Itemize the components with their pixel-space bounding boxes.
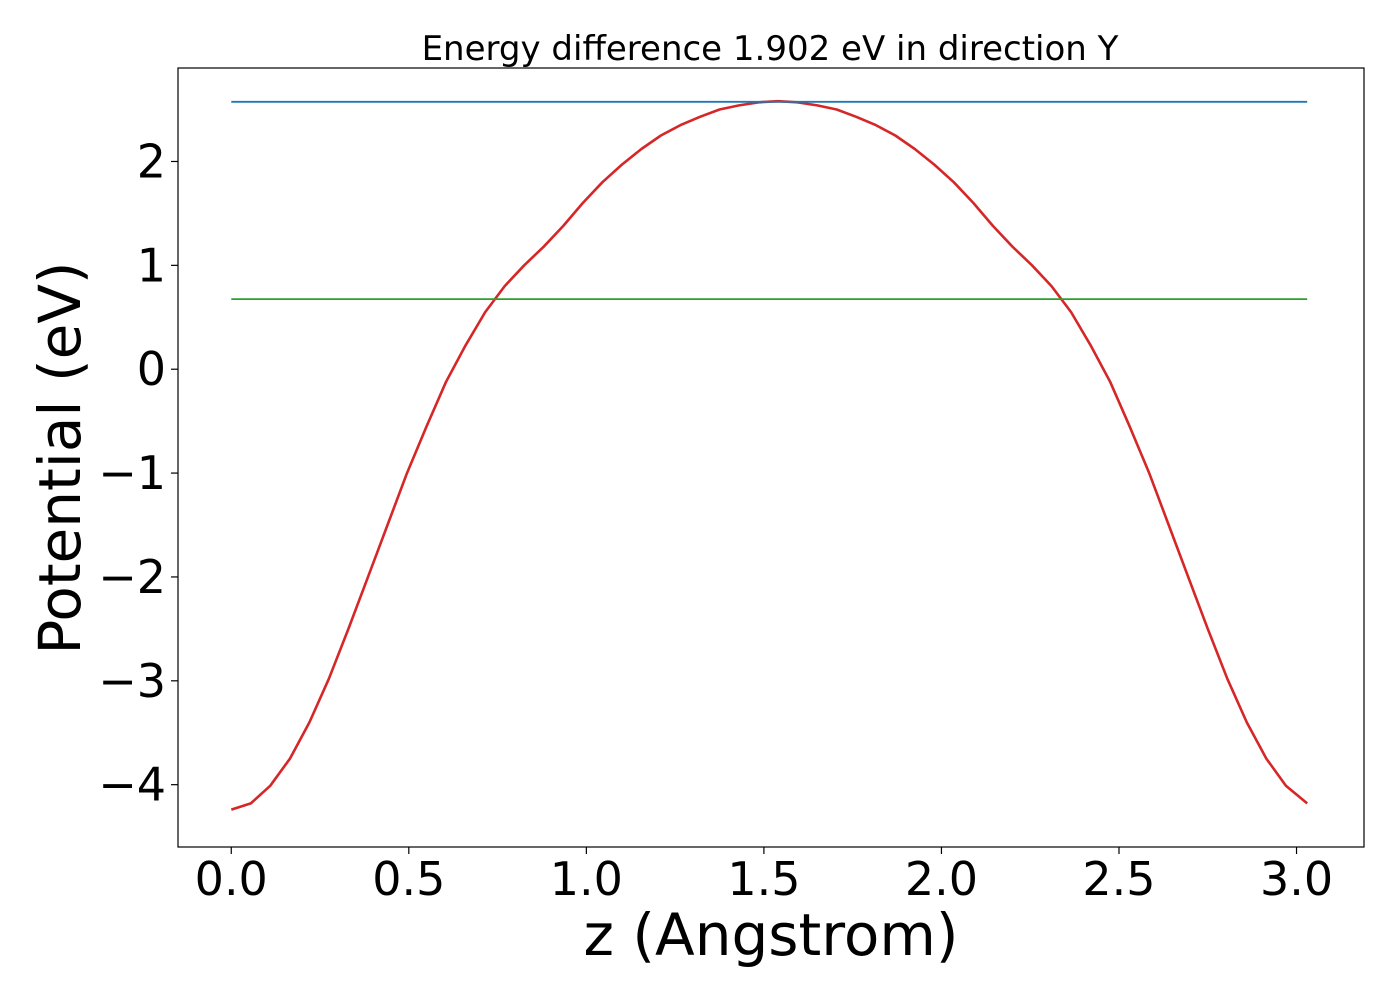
series-layer — [230, 99, 1309, 811]
plot-frame — [177, 67, 1365, 848]
plot-area — [177, 67, 1365, 848]
y-axis: −4 −3 −2 −1 0 1 2 — [98, 134, 178, 812]
x-tick-label: 1.5 — [727, 852, 800, 906]
x-tick-label: 0.5 — [372, 852, 445, 906]
x-tick-label: 0.0 — [195, 852, 268, 906]
x-tick-label: 3.0 — [1260, 852, 1333, 906]
y-tick-label: 2 — [137, 134, 166, 188]
y-axis-label: Potential (eV) — [26, 261, 94, 654]
y-tick-label: −2 — [98, 550, 166, 604]
y-tick-label: −4 — [98, 758, 166, 812]
y-tick-label: −1 — [98, 446, 166, 500]
x-tick-label: 2.0 — [905, 852, 978, 906]
y-tick-label: −3 — [98, 654, 166, 708]
y-tick-label: 1 — [137, 238, 166, 292]
x-axis-label: z (Angstrom) — [584, 901, 959, 969]
series-line-0 — [230, 99, 1309, 811]
x-tick-label: 1.0 — [550, 852, 623, 906]
y-tick-label: 0 — [137, 342, 166, 396]
chart-title: Energy difference 1.902 eV in direction … — [422, 29, 1119, 69]
x-axis: 0.0 0.5 1.0 1.5 2.0 2.5 3.0 — [195, 847, 1333, 906]
x-tick-label: 2.5 — [1082, 852, 1155, 906]
